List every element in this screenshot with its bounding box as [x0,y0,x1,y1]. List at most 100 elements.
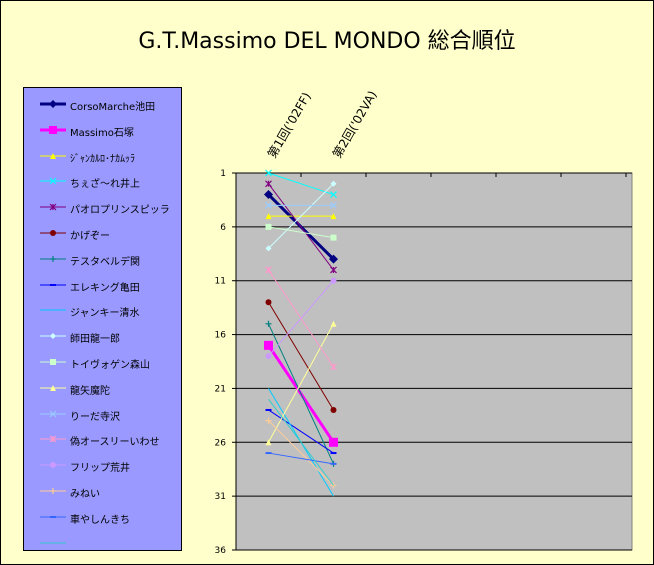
legend-label: りーだ寺沢 [70,411,120,423]
legend-item: トイヴォゲン森山 [24,354,183,371]
data-point [265,169,272,177]
y-tick-label: 21 [215,384,226,394]
data-point [49,125,57,134]
legend-swatch [40,177,66,185]
legend-item: テスタベルデ関 [24,251,183,268]
legend-label: 師田龍一郎 [70,334,120,346]
legend-swatch [40,410,66,418]
legend-item: りーだ寺沢 [24,406,183,423]
data-point [265,213,272,220]
series-12 [265,201,337,209]
data-point [330,406,337,413]
series-line [268,452,334,465]
legend-label: ちぇざ～れ井上 [70,179,140,191]
data-point [264,340,273,350]
legend-item: ちぇざ～れ井上 [24,173,183,191]
y-tick-label: 6 [220,223,226,233]
legend-item: 偽オースリーいわせ [24,431,183,448]
chart-legend: CorsoMarche池田 Massimo石塚 ｼﾞｬﾝｶﾙﾛ･ﾅｶﾑｯﾗ ちぇざ～れ… [23,87,182,551]
y-tick-label: 31 [215,492,226,502]
legend-swatch [40,462,66,469]
chart-title: G.T.Massimo DEL MONDO 総合順位 [138,29,516,54]
x-category-label: 第1回('02FF) [265,90,314,161]
legend-item: エレキング亀田 [24,277,183,294]
series-line [268,398,334,486]
legend-label: ジャンキー清水 [70,308,140,320]
legend-label: フリップ荒井 [70,463,130,475]
series-line [268,420,334,486]
legend-item: 車やしんきち [24,509,183,526]
data-point [50,230,56,236]
data-point [330,180,337,187]
legend-label: ｼﾞｬﾝｶﾙﾛ･ﾅｶﾑｯﾗ [70,153,135,165]
data-point [330,277,337,284]
data-point [50,384,56,391]
series-10 [265,223,337,241]
data-point [265,266,272,274]
data-point [330,266,337,274]
legend-swatch [40,488,66,494]
series-14 [265,277,337,360]
data-point [265,299,272,306]
data-point [50,152,56,159]
series-5 [265,299,337,413]
data-point [330,320,337,327]
y-tick-label: 26 [215,438,227,448]
series-3 [265,169,337,198]
plot-area [235,172,633,551]
series-line [268,172,334,196]
legend-swatch [40,230,66,236]
legend-label: トイヴォゲン森山 [70,360,150,371]
legend-swatch [40,309,66,311]
data-point [49,177,57,185]
data-point [265,223,272,230]
legend-item: みねい [24,483,183,500]
legend-item: かげぞー [24,225,183,242]
data-point [265,245,272,252]
legend-swatch [40,542,66,544]
legend-label: エレキング亀田 [70,282,140,294]
legend-swatch [40,203,66,211]
y-tick-label: 1 [220,169,226,179]
data-point [50,359,56,365]
legend-swatch [40,384,66,391]
series-16 [265,452,337,465]
data-point [330,363,337,371]
legend-swatch [40,359,66,365]
x-category-label: 第2回('02VA) [330,88,380,160]
data-point [50,462,56,469]
legend-swatch [40,152,66,159]
legend-swatch [40,100,66,108]
series-17 [268,398,334,486]
data-point [49,435,57,443]
series-7 [265,408,337,455]
legend-label: Massimo石塚 [70,127,134,139]
legend-swatch [40,125,66,134]
data-point [50,333,56,340]
legend-swatch [40,515,66,518]
series-line [268,183,334,249]
series-9 [265,180,337,252]
series-line [268,409,334,454]
y-tick-label: 11 [215,277,226,287]
data-point [265,353,272,360]
legend-label: 車やしんきち [70,514,130,526]
series-line [268,280,334,357]
legend-swatch [40,333,66,340]
data-point [265,201,272,209]
legend-swatch [40,435,66,443]
legend-swatch [40,283,66,286]
data-point [330,234,337,241]
data-point [329,254,338,264]
series-line [268,323,334,443]
legend-item: CorsoMarche池田 [24,96,183,113]
series-line [268,323,334,465]
data-point [330,213,337,220]
legend-item: Massimo石塚 [24,122,183,139]
y-tick-label: 36 [215,546,227,556]
series-line [268,226,334,239]
series-4 [265,180,337,274]
y-tick-label: 16 [215,331,227,341]
legend-item [24,535,183,551]
